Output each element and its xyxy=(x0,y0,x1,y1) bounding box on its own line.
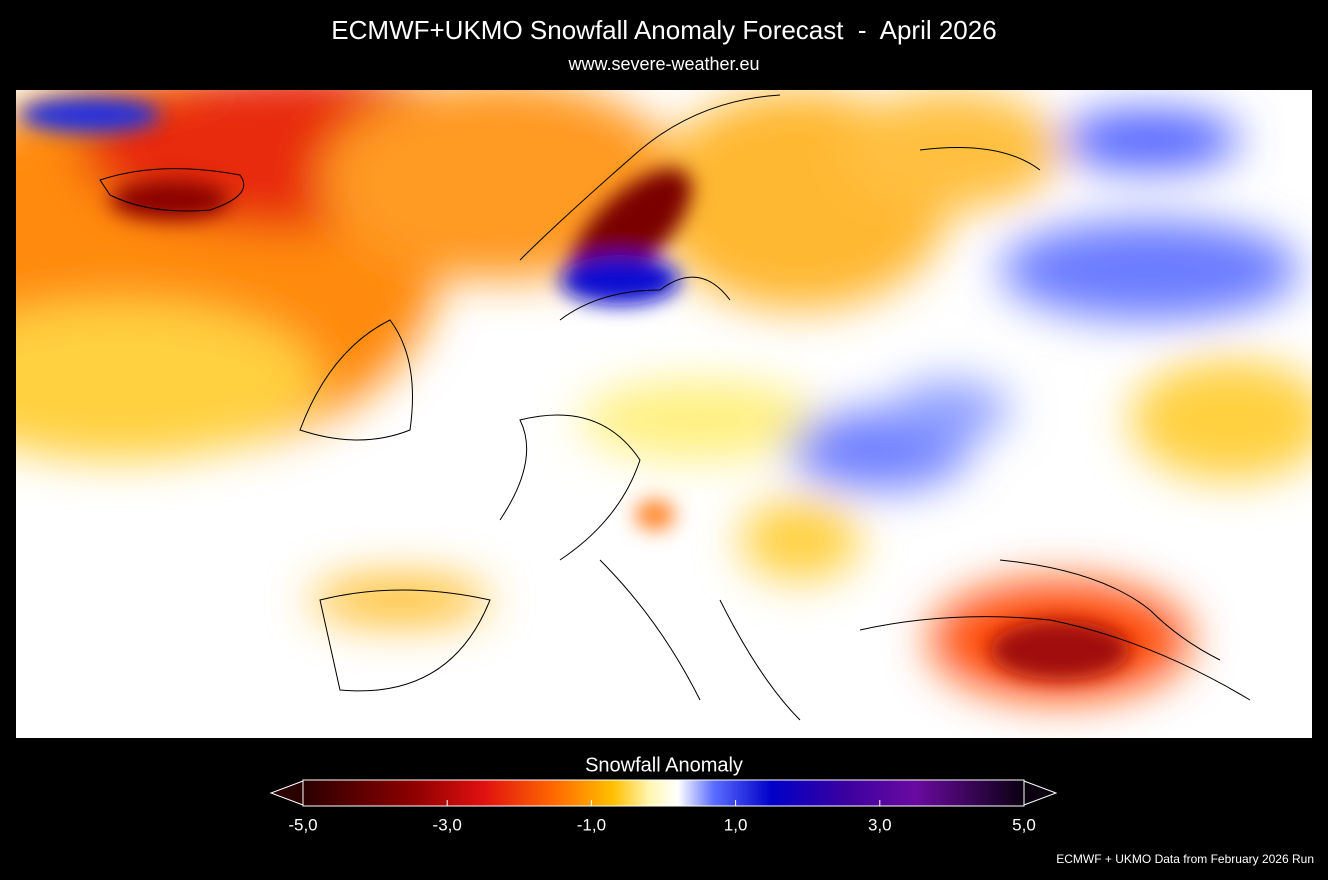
title: ECMWF+UKMO Snowfall Anomaly Forecast - A… xyxy=(331,15,996,45)
credit: ECMWF + UKMO Data from February 2026 Run xyxy=(1056,852,1314,866)
subtitle: www.severe-weather.eu xyxy=(567,54,759,74)
colorbar-title: Snowfall Anomaly xyxy=(585,754,743,776)
colorbar-tick-label: -5,0 xyxy=(288,815,317,834)
colorbar-tick-label: 5,0 xyxy=(1012,815,1036,834)
colorbar-tick-label: -3,0 xyxy=(433,815,462,834)
colorbar-tick-label: 3,0 xyxy=(868,815,892,834)
colorbar xyxy=(269,779,1058,807)
colorbar-tick-label: -1,0 xyxy=(577,815,606,834)
colorbar-tick-label: 1,0 xyxy=(724,815,748,834)
map xyxy=(16,90,1312,738)
